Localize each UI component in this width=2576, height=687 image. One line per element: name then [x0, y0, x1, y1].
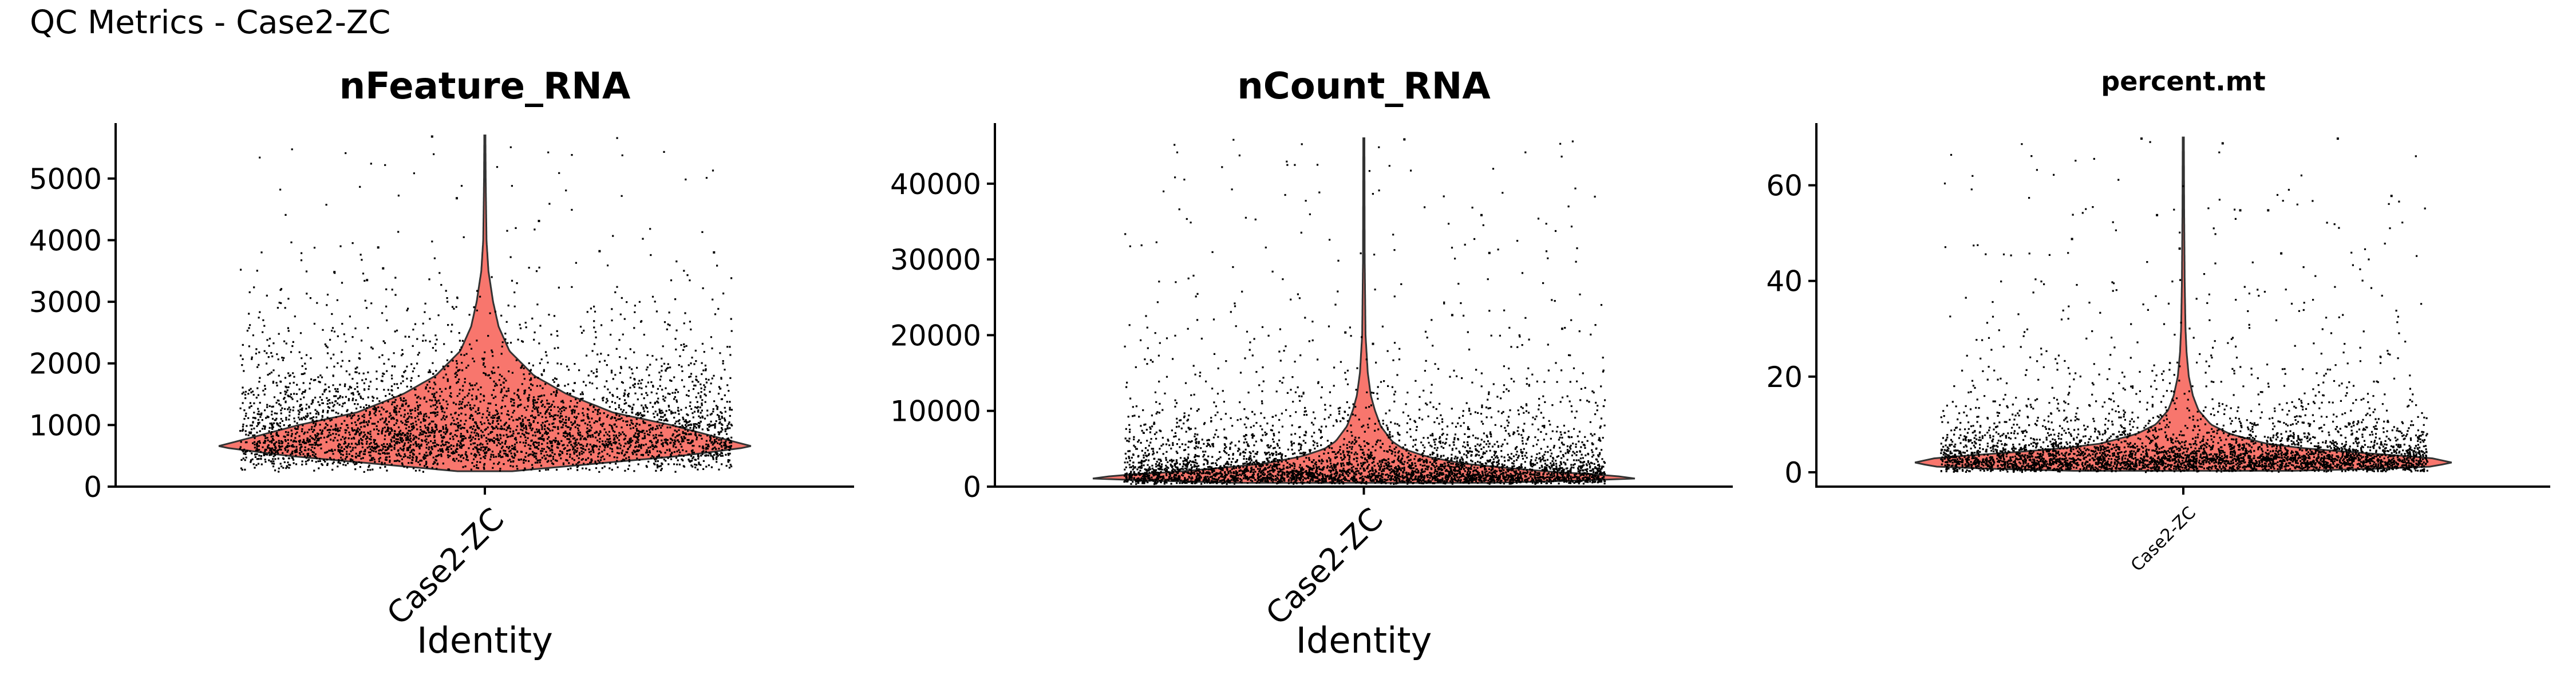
y-tick-label: 60: [1766, 169, 1803, 203]
y-tick-label: 0: [963, 471, 981, 504]
y-tick-label: 20: [1766, 361, 1803, 394]
y-tick-label: 1000: [29, 409, 102, 442]
y-tick-label: 20000: [890, 319, 981, 352]
y-tick-label: 0: [1784, 456, 1803, 489]
violin-panel-percent.mt: percent.mt 0 20 40 60 Case2-ZC: [1766, 66, 2550, 575]
x-axis-label: Identity: [417, 619, 553, 661]
y-tick-label: 3000: [29, 286, 102, 319]
y-tick-label: 40: [1766, 265, 1803, 298]
y-tick-label: 30000: [890, 243, 981, 277]
violin-body: [1092, 137, 1635, 484]
x-tick-label: Case2-ZC: [380, 501, 511, 632]
jitter-point-cloud: [1940, 137, 2429, 473]
y-tick-label: 2000: [29, 348, 102, 381]
x-axis-label: Identity: [1296, 619, 1432, 661]
jitter-points: [239, 135, 733, 473]
y-tick-label: 4000: [29, 224, 102, 257]
jitter-points: [1940, 137, 2429, 473]
panel-title: nCount_RNA: [1237, 65, 1491, 108]
panel-title: nFeature_RNA: [339, 65, 631, 108]
x-tick-label: Case2-ZC: [2127, 503, 2200, 575]
y-tick-label: 0: [84, 471, 102, 504]
panel-title: percent.mt: [2101, 66, 2265, 97]
violin-panels: nFeature_RNA010002000300040005000Case2-Z…: [29, 65, 2550, 661]
y-tick-label: 5000: [29, 163, 102, 196]
violin-body: [218, 135, 752, 472]
jitter-point-cloud: [239, 135, 733, 473]
violin-panel-nCount_RNA: nCount_RNA 0 10000 20000 30000 40000 Case2-ZCI…: [890, 65, 1733, 661]
y-tick-label: 10000: [890, 395, 981, 428]
violin-panel-nFeature_RNA: nFeature_RNA 0 1000 2000 3000 4000 5000 Case2-Z…: [29, 65, 854, 661]
violin-body: [1914, 136, 2452, 472]
figure-title: QC Metrics - Case2-ZC: [30, 4, 390, 41]
x-tick-label: Case2-ZC: [1259, 501, 1390, 632]
y-tick-label: 40000: [890, 168, 981, 201]
